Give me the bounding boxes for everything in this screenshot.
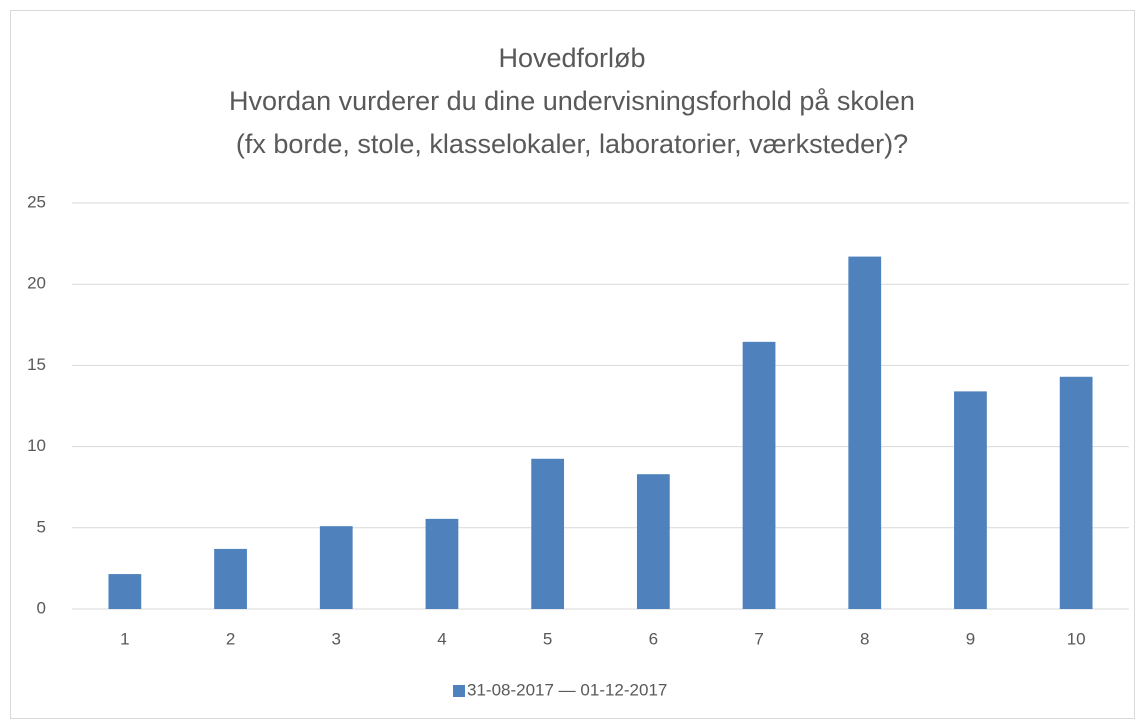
y-tick-label: 20: [27, 274, 46, 293]
x-tick-label: 9: [966, 629, 975, 648]
chart-border: [10, 10, 1135, 719]
bar: [742, 341, 776, 609]
bar: [636, 474, 670, 609]
x-tick-label: 2: [226, 629, 235, 648]
x-tick-label: 8: [860, 629, 869, 648]
x-tick-label: 6: [649, 629, 658, 648]
x-tick-label: 3: [332, 629, 341, 648]
bar: [108, 574, 142, 609]
y-tick-label: 25: [27, 192, 46, 211]
chart-title: Hovedforløb: [498, 43, 645, 73]
bar: [1059, 376, 1093, 609]
x-tick-label: 7: [754, 629, 763, 648]
chart-title: (fx borde, stole, klasselokaler, laborat…: [236, 129, 908, 159]
x-tick-label: 5: [543, 629, 552, 648]
x-tick-label: 4: [437, 629, 446, 648]
x-tick-label: 10: [1067, 629, 1086, 648]
legend-label: 31-08-2017 — 01-12-2017: [467, 680, 667, 699]
legend-swatch: [453, 685, 465, 697]
y-tick-label: 5: [37, 517, 46, 536]
y-tick-label: 0: [37, 598, 46, 617]
bar: [531, 458, 565, 609]
y-tick-label: 15: [27, 355, 46, 374]
bar: [848, 256, 882, 609]
bar: [425, 518, 459, 609]
chart-title: Hvordan vurderer du dine undervisningsfo…: [229, 86, 915, 116]
bar: [319, 526, 353, 609]
x-tick-label: 1: [120, 629, 129, 648]
bar: [214, 548, 247, 609]
y-tick-label: 10: [27, 436, 46, 455]
bar: [954, 391, 987, 609]
